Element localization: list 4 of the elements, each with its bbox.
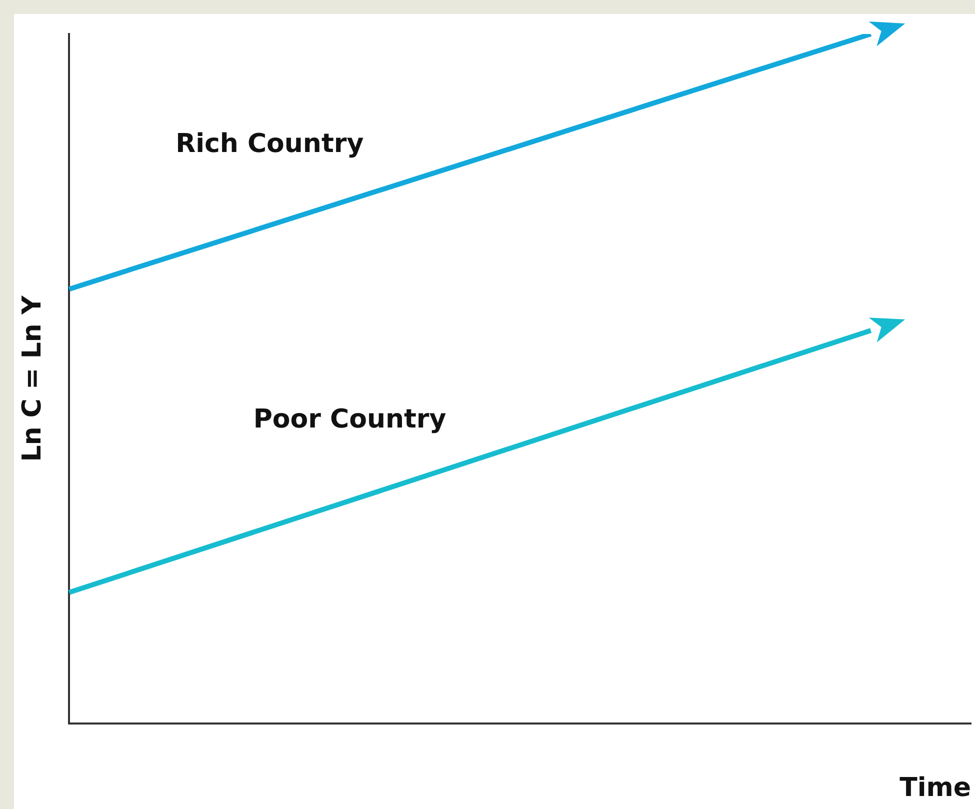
x-axis-title: Time bbox=[900, 773, 971, 804]
y-axis-title: Ln C = Ln Y bbox=[17, 294, 48, 462]
series-label: Poor Country bbox=[253, 404, 446, 434]
series-label: Rich Country bbox=[176, 129, 364, 160]
